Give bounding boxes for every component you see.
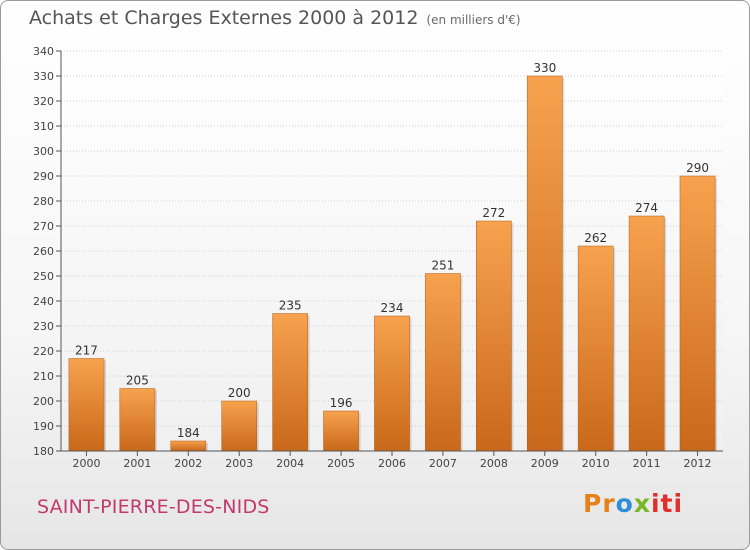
bar-2008 — [476, 220, 512, 452]
value-label: 251 — [431, 259, 454, 273]
bar-2002 — [170, 440, 207, 452]
y-tick-label: 340 — [33, 45, 54, 58]
value-label: 330 — [533, 61, 556, 75]
y-tick-label: 180 — [33, 445, 54, 458]
bar-2005 — [323, 410, 359, 452]
value-label: 274 — [635, 201, 658, 215]
x-tick-label: 2004 — [276, 457, 304, 470]
y-tick-label: 320 — [33, 95, 54, 108]
value-label: 200 — [228, 386, 251, 400]
x-tick-label: 2005 — [327, 457, 355, 470]
bar-2000 — [68, 358, 105, 452]
y-tick-label: 220 — [33, 345, 54, 358]
bar-2004 — [272, 313, 308, 452]
x-tick-label: 2007 — [429, 457, 457, 470]
value-label: 290 — [686, 161, 709, 175]
x-tick-label: 2009 — [531, 457, 559, 470]
axes: 180 190 200 210 220 230 240 250 260 270 280 290 300 3… — [33, 45, 723, 470]
chart-title-text: Achats et Charges Externes 2000 à 2012 — [29, 7, 419, 29]
y-tick-label: 210 — [33, 370, 54, 383]
y-tick-label: 280 — [33, 195, 54, 208]
y-tick-label: 190 — [33, 420, 54, 433]
value-label: 262 — [584, 231, 607, 245]
bar-2011 — [628, 215, 665, 452]
x-tick-label: 2006 — [378, 457, 406, 470]
bar-2009 — [526, 75, 563, 452]
chart-title: Achats et Charges Externes 2000 à 2012 (e… — [29, 7, 521, 29]
x-tick-label: 2002 — [174, 457, 202, 470]
value-label: 235 — [279, 299, 302, 313]
bar-2007 — [425, 273, 461, 452]
x-tick-label: 2000 — [72, 457, 100, 470]
value-label: 234 — [381, 301, 404, 315]
y-tick-label: 200 — [33, 395, 54, 408]
x-tick-label: 2008 — [480, 457, 508, 470]
x-tick-label: 2012 — [684, 457, 712, 470]
x-tick-label: 2010 — [582, 457, 610, 470]
y-tick-label: 330 — [33, 70, 54, 83]
bar-2006 — [374, 315, 410, 452]
x-tick-label: 2011 — [633, 457, 661, 470]
y-tick-label: 250 — [33, 270, 54, 283]
value-label: 205 — [126, 374, 149, 388]
y-tick-label: 260 — [33, 245, 54, 258]
y-tick-label: 270 — [33, 220, 54, 233]
y-tick-label: 300 — [33, 145, 54, 158]
y-tick-label: 290 — [33, 170, 54, 183]
chart-unit: (en milliers d'€) — [426, 13, 521, 27]
y-tick-label: 310 — [33, 120, 54, 133]
y-tick-label: 240 — [33, 295, 54, 308]
bar-2010 — [577, 245, 614, 452]
value-label: 184 — [177, 426, 200, 440]
value-labels: 217 205 184 200 235 196 234 251 272 330 262 274 290 — [75, 61, 709, 440]
commune-name: SAINT-PIERRE-DES-NIDS — [37, 496, 270, 518]
y-tick-label: 230 — [33, 320, 54, 333]
logo-part-2: o — [615, 489, 634, 518]
bar-2012 — [679, 175, 716, 452]
value-label: 196 — [330, 396, 353, 410]
value-label: 217 — [75, 344, 98, 358]
proxiti-logo: Proxiti — [583, 489, 683, 518]
x-tick-label: 2001 — [123, 457, 151, 470]
bar-2001 — [119, 388, 156, 452]
x-tick-label: 2003 — [225, 457, 253, 470]
logo-part-1: Pr — [583, 489, 616, 518]
bar-2003 — [221, 400, 258, 452]
logo-part-4: iti — [650, 489, 684, 518]
logo-part-3: x — [633, 489, 651, 518]
bars — [68, 75, 718, 452]
value-label: 272 — [482, 206, 505, 220]
